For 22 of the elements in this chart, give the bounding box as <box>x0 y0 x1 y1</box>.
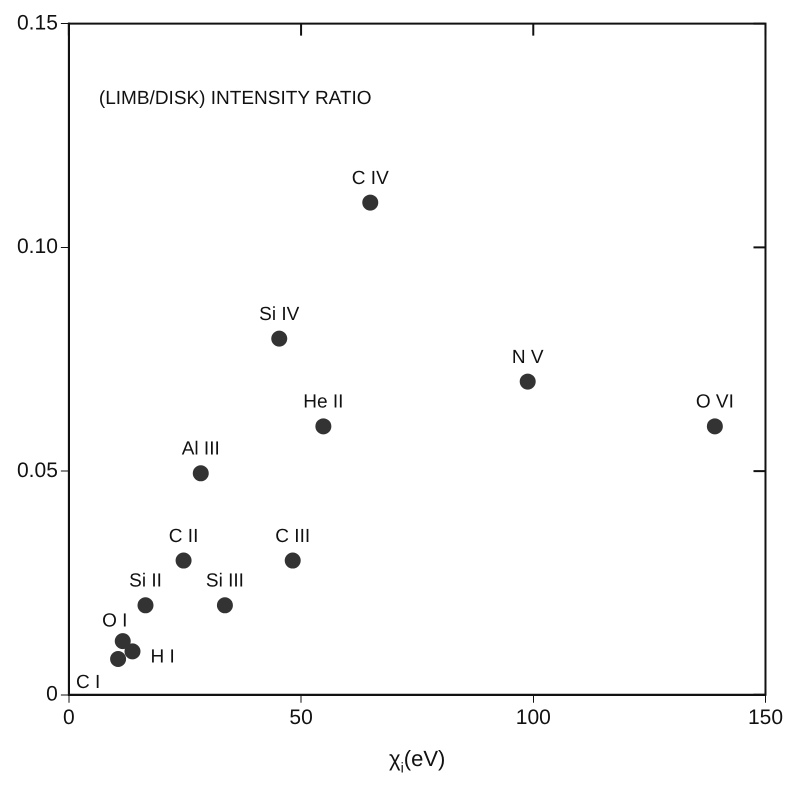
y-tick-label: 0 <box>46 682 58 706</box>
annotation: H I <box>150 646 175 668</box>
annotation: C I <box>76 672 100 694</box>
y-tick-label: 0.15 <box>16 11 58 34</box>
annotation: Al III <box>182 438 220 460</box>
annotation: He II <box>303 392 344 413</box>
y-tick-label: 0.10 <box>16 235 58 258</box>
x-tick-label: 150 <box>748 706 784 730</box>
x-tick-label: 0 <box>63 706 75 730</box>
annotation: C IV <box>352 168 390 189</box>
x-tick-label: 50 <box>289 706 313 730</box>
annotation: O I <box>102 610 128 632</box>
annotation: N V <box>512 346 544 368</box>
y-tick-label: 0.05 <box>16 458 58 482</box>
annotation: Si IV <box>259 304 300 325</box>
x-tick-label: 100 <box>516 706 551 730</box>
annotation: C III <box>275 526 310 547</box>
annotation: O VI <box>696 392 734 413</box>
annotation: C II <box>168 526 198 547</box>
annotation: Si II <box>129 570 162 592</box>
annotation: Si III <box>206 570 244 592</box>
annotation: (LIMB/DISK) INTENSITY RATIO <box>98 88 372 109</box>
